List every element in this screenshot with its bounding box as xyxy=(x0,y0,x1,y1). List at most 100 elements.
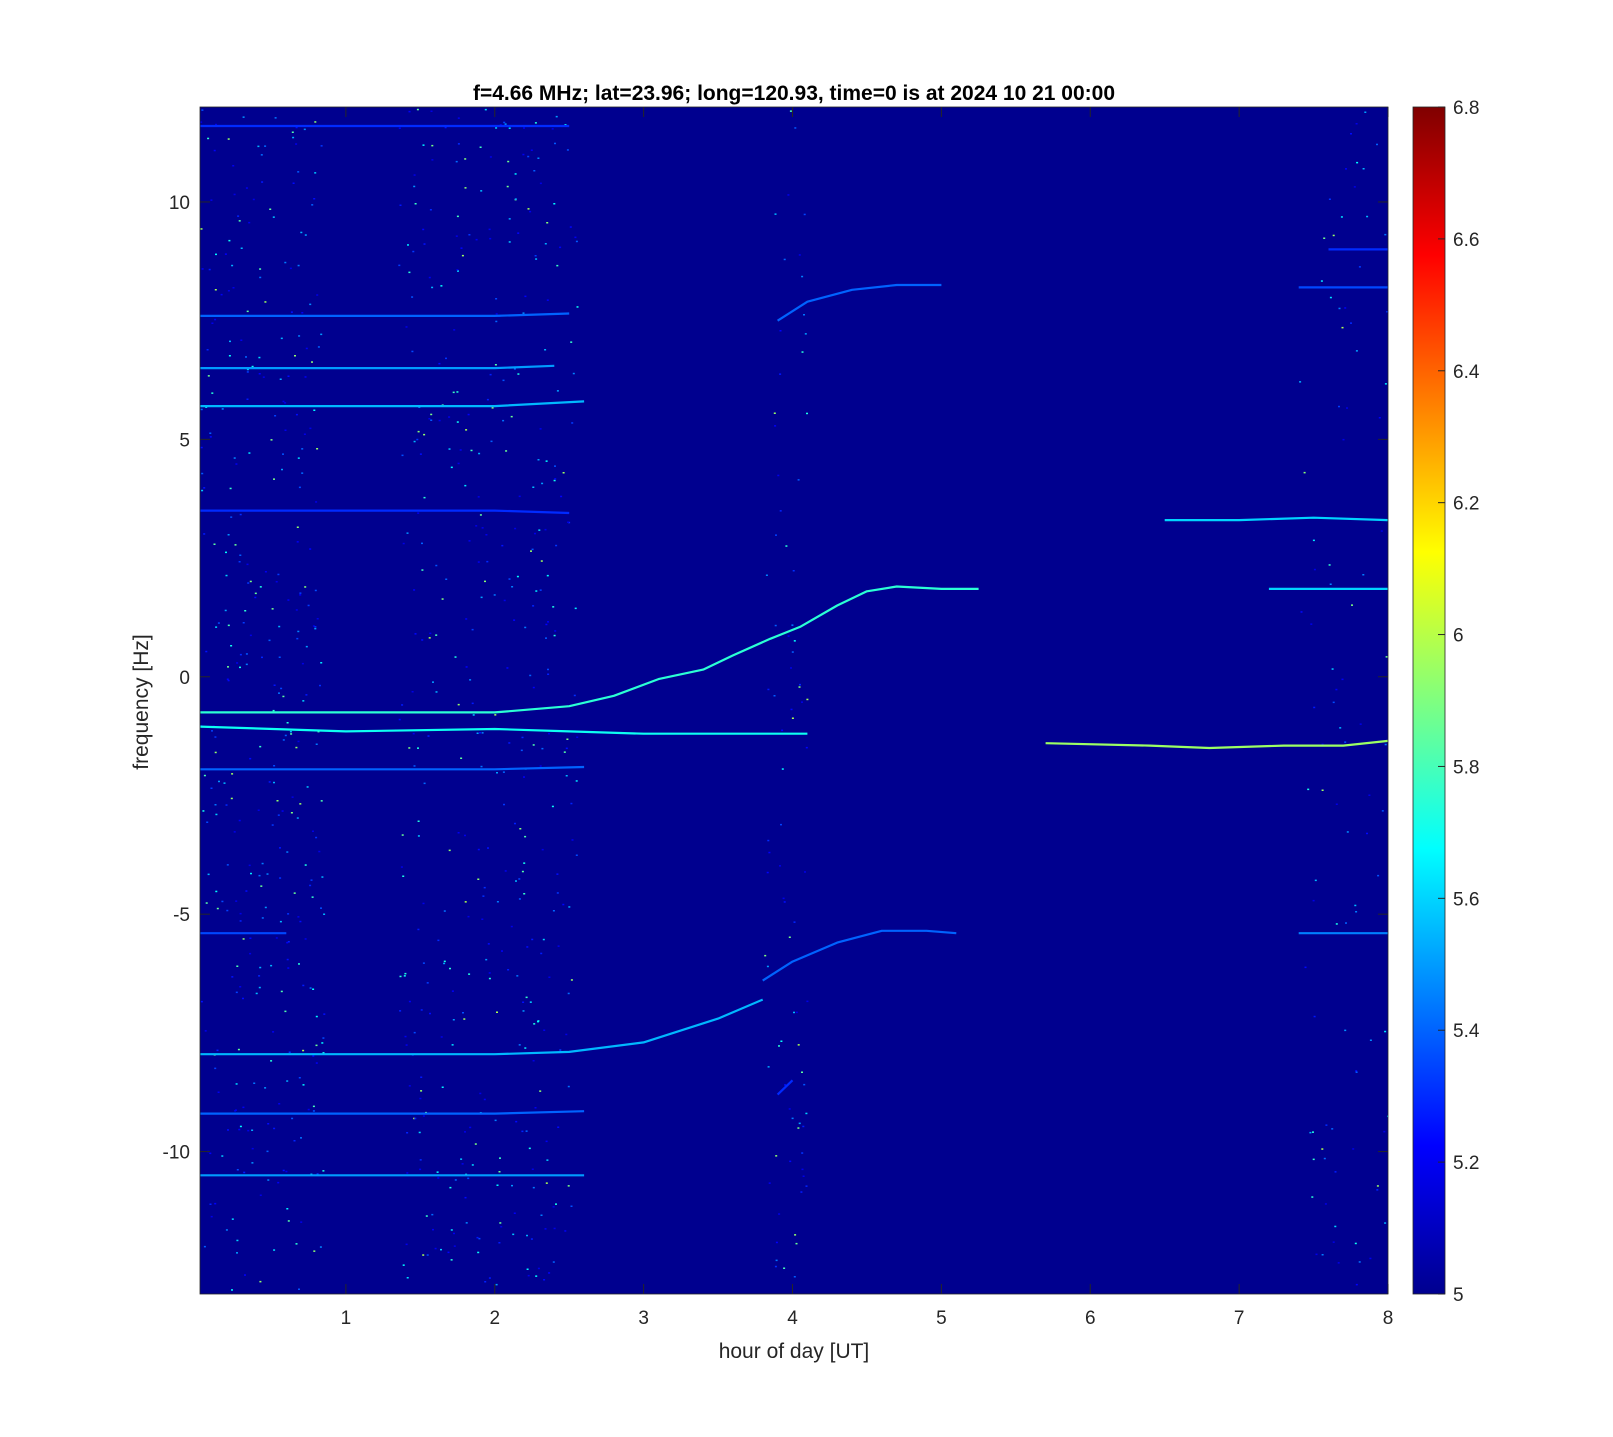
noise-speck xyxy=(508,742,511,744)
noise-speck xyxy=(201,489,204,492)
noise-speck xyxy=(801,1071,803,1073)
noise-speck xyxy=(547,673,550,675)
noise-speck xyxy=(216,1049,219,1052)
noise-speck xyxy=(451,1044,454,1046)
noise-speck xyxy=(238,561,241,563)
noise-speck xyxy=(535,258,538,260)
noise-speck xyxy=(508,127,511,129)
noise-speck xyxy=(467,1177,470,1180)
noise-speck xyxy=(284,402,287,404)
noise-speck xyxy=(1331,668,1334,670)
noise-speck xyxy=(315,1062,318,1064)
noise-speck xyxy=(553,203,556,205)
noise-speck xyxy=(527,155,530,158)
noise-speck xyxy=(259,268,262,270)
noise-speck xyxy=(312,1055,315,1057)
noise-speck xyxy=(566,149,569,151)
noise-speck xyxy=(524,1047,527,1049)
noise-speck xyxy=(235,463,238,465)
noise-speck xyxy=(537,157,540,159)
noise-speck xyxy=(405,326,408,328)
noise-speck xyxy=(792,570,795,572)
noise-speck xyxy=(1311,1196,1314,1198)
noise-speck xyxy=(563,751,566,753)
noise-speck xyxy=(269,208,272,210)
noise-speck xyxy=(568,906,571,908)
noise-speck xyxy=(1356,161,1359,164)
noise-speck xyxy=(297,630,300,633)
noise-speck xyxy=(454,656,457,658)
noise-speck xyxy=(412,250,415,253)
noise-speck xyxy=(443,960,446,963)
noise-speck xyxy=(282,739,285,741)
noise-speck xyxy=(413,1031,416,1034)
noise-speck xyxy=(477,496,480,498)
plot-frame xyxy=(199,106,1389,1295)
noise-speck xyxy=(278,625,281,628)
noise-speck xyxy=(532,1060,535,1062)
noise-speck xyxy=(495,320,498,323)
noise-speck xyxy=(1346,831,1349,833)
noise-speck xyxy=(264,906,267,909)
noise-speck xyxy=(416,108,419,111)
noise-speck xyxy=(441,598,444,600)
colorbar-tick-label: 6.6 xyxy=(1453,230,1479,251)
noise-speck xyxy=(301,662,304,665)
noise-speck xyxy=(489,156,492,158)
noise-speck xyxy=(422,1115,425,1117)
noise-speck xyxy=(311,204,314,206)
noise-speck xyxy=(200,1000,203,1003)
noise-speck xyxy=(437,1177,440,1179)
noise-speck xyxy=(402,542,405,545)
noise-speck xyxy=(430,413,433,416)
noise-speck xyxy=(211,322,214,324)
noise-speck xyxy=(468,234,471,236)
noise-speck xyxy=(231,264,234,267)
noise-speck xyxy=(237,1048,240,1051)
noise-speck xyxy=(408,1085,411,1087)
noise-speck xyxy=(284,734,287,737)
noise-speck xyxy=(315,836,318,839)
noise-speck xyxy=(411,296,414,298)
noise-speck xyxy=(262,376,265,378)
noise-speck xyxy=(788,936,791,938)
noise-speck xyxy=(498,1242,501,1244)
noise-speck xyxy=(267,1123,270,1125)
noise-speck xyxy=(1329,296,1332,299)
noise-speck xyxy=(795,1011,798,1014)
noise-speck xyxy=(274,415,277,417)
noise-speck xyxy=(784,1084,787,1086)
noise-speck xyxy=(261,181,264,183)
noise-speck xyxy=(521,736,524,739)
noise-speck xyxy=(555,1203,557,1205)
colorbar: 5 5.2 5.4 5.6 5.8 6 6.2 6.4 6.6 6.8 xyxy=(1412,98,1480,1306)
noise-speck xyxy=(1309,1131,1312,1134)
noise-speck xyxy=(236,1252,238,1254)
noise-speck xyxy=(513,1212,516,1214)
noise-speck xyxy=(249,952,252,955)
noise-speck xyxy=(541,482,544,485)
noise-speck xyxy=(1362,574,1365,576)
noise-speck xyxy=(239,986,242,988)
noise-speck xyxy=(1384,1030,1387,1033)
noise-speck xyxy=(408,747,411,749)
noise-speck xyxy=(218,780,220,783)
noise-speck xyxy=(234,544,237,546)
noise-speck xyxy=(226,678,229,680)
noise-speck xyxy=(295,609,298,611)
noise-speck xyxy=(287,913,290,915)
noise-speck xyxy=(247,582,250,584)
noise-speck xyxy=(266,873,269,875)
noise-speck xyxy=(532,605,535,607)
noise-speck xyxy=(518,878,521,880)
noise-speck xyxy=(1340,216,1343,218)
noise-speck xyxy=(248,452,251,454)
noise-speck xyxy=(545,1140,548,1143)
noise-speck xyxy=(556,873,559,875)
noise-speck xyxy=(1345,922,1347,924)
noise-speck xyxy=(777,474,780,477)
noise-speck xyxy=(488,977,491,980)
noise-speck xyxy=(282,1169,285,1172)
noise-speck xyxy=(233,193,236,196)
spectral-trace xyxy=(1164,516,1388,522)
